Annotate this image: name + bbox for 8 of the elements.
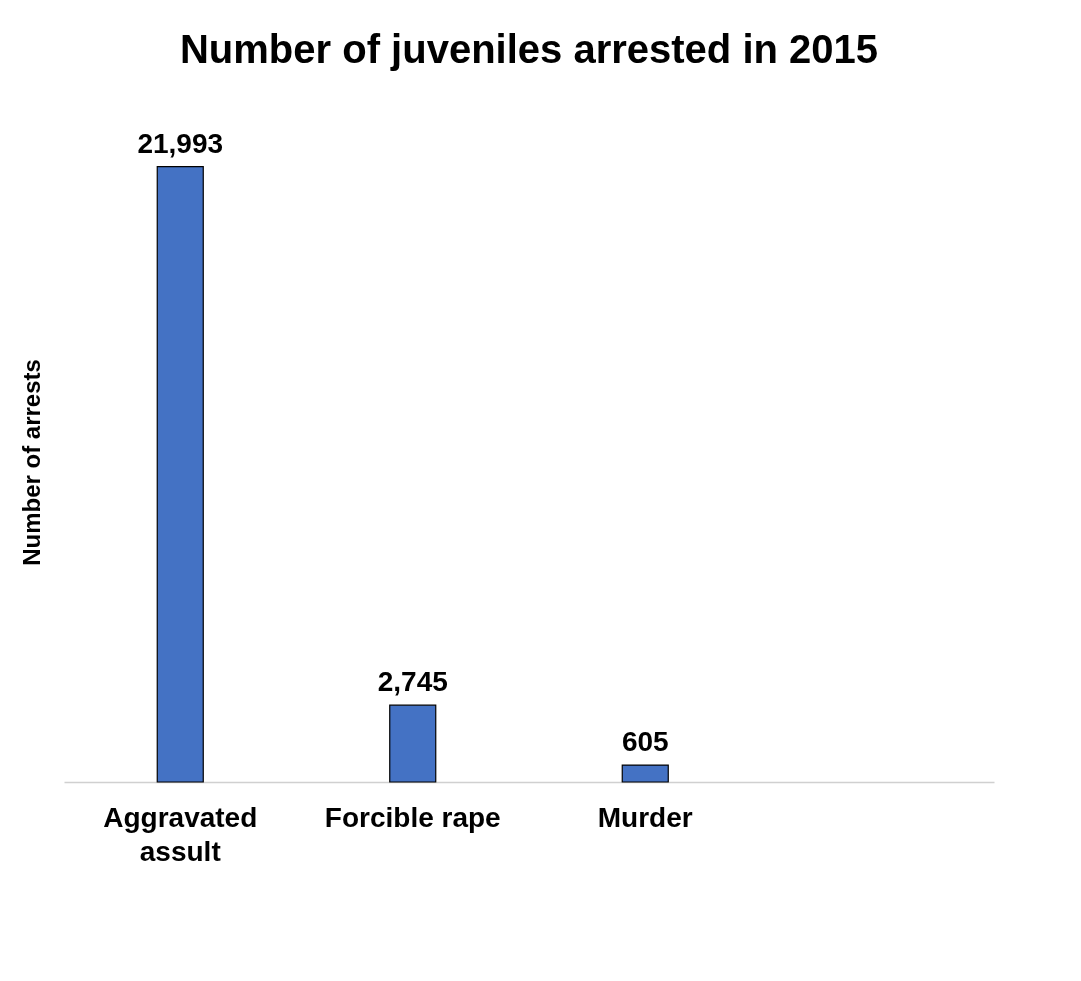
data-label: 21,993 <box>137 127 224 159</box>
y-axis-title: Number of arrests <box>17 359 45 566</box>
data-label: 2,745 <box>377 666 448 698</box>
x-tick-label: Aggravated assult <box>103 801 258 867</box>
x-tick-label: Murder <box>597 801 693 833</box>
data-label: 605 <box>621 726 669 758</box>
chart-title: Number of juveniles arrested in 2015 <box>179 26 879 71</box>
x-tick-label: Forcible rape <box>324 801 501 833</box>
